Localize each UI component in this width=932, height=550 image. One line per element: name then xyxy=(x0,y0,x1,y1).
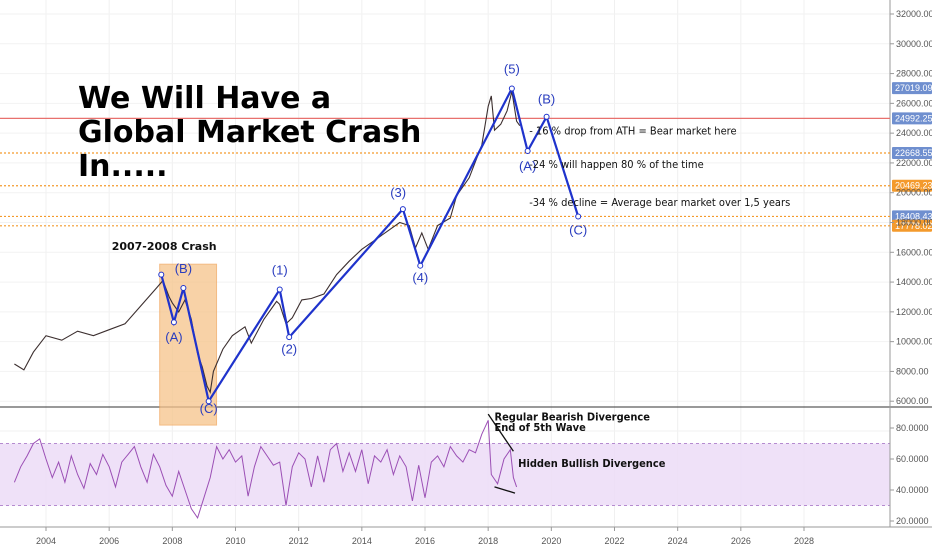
level-tag-label: 17778.02 xyxy=(895,221,932,231)
y-tick-label: 18000.00 xyxy=(896,218,932,228)
price-tag xyxy=(892,82,932,95)
rsi-annotation: End of 5th Wave xyxy=(494,421,586,434)
x-tick-label: 2026 xyxy=(731,536,751,546)
wave-point xyxy=(170,319,177,326)
x-tick-label: 2022 xyxy=(604,536,624,546)
wave-point xyxy=(508,85,515,92)
wave-label: (3) xyxy=(390,185,406,200)
x-tick-label: 2020 xyxy=(541,536,561,546)
rsi-y-tick-label: 80.0000 xyxy=(896,423,929,433)
wave-label: (C) xyxy=(200,401,218,416)
rsi-y-tick-label: 40.0000 xyxy=(896,485,929,495)
y-tick-label: 26000.00 xyxy=(896,98,932,108)
y-tick-label: 24000.00 xyxy=(896,128,932,138)
level-tag xyxy=(892,112,932,125)
wave-point xyxy=(276,286,283,293)
wave-point xyxy=(399,206,406,213)
wave-point xyxy=(524,148,531,155)
wave-label: (2) xyxy=(281,342,297,357)
price-line xyxy=(14,91,521,395)
rsi-annotation: Hidden Bullish Divergence xyxy=(518,457,666,470)
annotation: - 16 % drop from ATH = Bear market here xyxy=(529,125,736,138)
y-tick-label: 8000.00 xyxy=(896,366,929,376)
y-tick-label: 16000.00 xyxy=(896,247,932,257)
headline-line: In..... xyxy=(78,149,168,184)
wave-point xyxy=(575,213,582,220)
horizontal-levels: 24992.25 22668.55 20469.23 18408.4317778.02… xyxy=(0,82,932,232)
grid xyxy=(0,0,932,528)
x-tick-label: 2014 xyxy=(352,536,372,546)
price-tag-label: 27019.09 xyxy=(895,83,932,93)
divergence-line xyxy=(487,413,514,452)
wave-point xyxy=(158,271,165,278)
axes: 2004 2006 2008 2010 2012 2014 2016 2018 2020 2022… xyxy=(36,9,932,546)
wave-point xyxy=(417,262,424,269)
wave-point xyxy=(543,113,550,120)
level-tag-label: 18408.43 xyxy=(895,211,932,221)
wave-label: (1) xyxy=(272,263,288,278)
y-tick-label: 20000.00 xyxy=(896,188,932,198)
wave-label: (C) xyxy=(569,222,587,237)
crash-box xyxy=(159,263,218,426)
rsi-line xyxy=(13,420,518,520)
x-tick-label: 2028 xyxy=(794,536,814,546)
wave-point xyxy=(205,398,212,405)
wave-point xyxy=(180,285,187,292)
wave-label: (B) xyxy=(538,91,555,106)
x-tick-label: 2004 xyxy=(36,536,56,546)
y-tick-label: 32000.00 xyxy=(896,9,932,19)
x-tick-label: 2006 xyxy=(99,536,119,546)
crash-box-layer xyxy=(159,263,218,426)
level-tag-label: 20469.23 xyxy=(895,181,932,191)
rsi-band xyxy=(0,443,890,506)
x-tick-label: 2012 xyxy=(289,536,309,546)
x-tick-label: 2008 xyxy=(162,536,182,546)
wave-label: (B) xyxy=(175,261,192,276)
wave-label: (4) xyxy=(412,270,428,285)
rsi-y-tick-label: 20.0000 xyxy=(896,516,929,526)
wave-label: (A) xyxy=(165,330,182,345)
rsi-annotation: Regular Bearish Divergence xyxy=(494,410,650,423)
series-layer xyxy=(13,85,582,520)
divergence-line xyxy=(494,486,516,494)
y-tick-label: 28000.00 xyxy=(896,69,932,79)
labels-layer: 2007-2008 Crash (B) (A) (C) (1) (2) (3) (4) (5) (… xyxy=(78,62,790,470)
wave-label: (A) xyxy=(519,158,536,173)
headline-line: We Will Have a xyxy=(78,81,331,116)
y-tick-label: 10000.00 xyxy=(896,337,932,347)
level-tag xyxy=(892,146,932,159)
headline-line: Global Market Crash xyxy=(78,115,421,150)
y-tick-label: 30000.00 xyxy=(896,39,932,49)
x-tick-label: 2010 xyxy=(225,536,245,546)
level-tag xyxy=(892,219,932,232)
level-tag-label: 22668.55 xyxy=(895,148,932,158)
level-tag xyxy=(892,179,932,192)
wave-count-line xyxy=(160,85,580,405)
y-tick-label: 14000.00 xyxy=(896,277,932,287)
x-tick-label: 2024 xyxy=(668,536,688,546)
x-tick-label: 2016 xyxy=(415,536,435,546)
wave-label: (5) xyxy=(504,62,520,77)
level-tag-label: 24992.25 xyxy=(895,113,932,123)
crash-box-label: 2007-2008 Crash xyxy=(112,240,217,253)
x-tick-label: 2018 xyxy=(478,536,498,546)
rsi-y-tick-label: 60.0000 xyxy=(896,454,929,464)
wave-point xyxy=(286,334,293,341)
y-tick-label: 6000.00 xyxy=(896,396,929,406)
annotation: -24 % will happen 80 % of the time xyxy=(529,158,703,171)
level-tag xyxy=(892,210,932,223)
y-tick-label: 22000.00 xyxy=(896,158,932,168)
y-tick-label: 12000.00 xyxy=(896,307,932,317)
annotation: -34 % decline = Average bear market over… xyxy=(529,196,790,209)
